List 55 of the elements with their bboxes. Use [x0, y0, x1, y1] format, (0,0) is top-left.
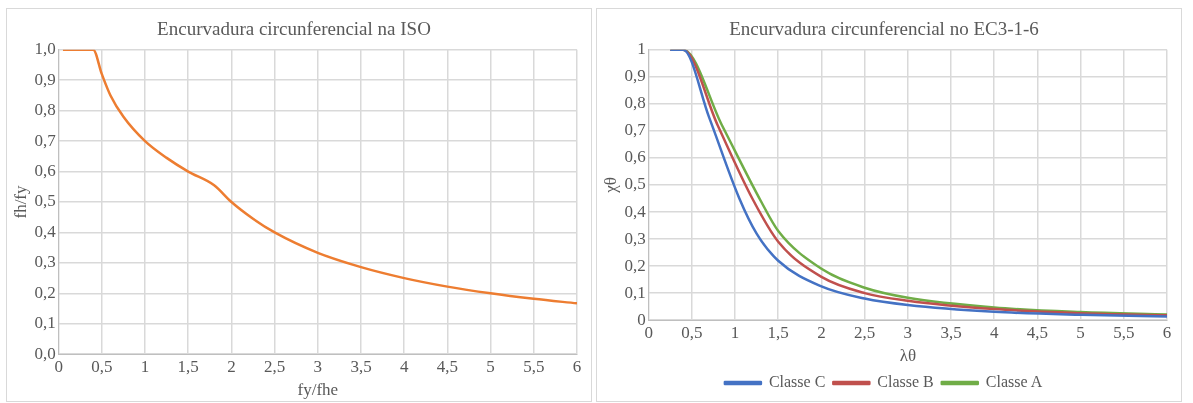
y-tick-label: 0,9 [624, 66, 646, 86]
x-tick-label: 4 [399, 356, 409, 376]
y-tick-label: 0,1 [624, 282, 646, 302]
y-tick-label: 0,6 [624, 147, 646, 167]
x-tick-label: 5,5 [1113, 322, 1135, 342]
x-tick-label: 4,5 [1026, 322, 1049, 342]
x-axis-title: λθ [899, 346, 917, 366]
x-axis-title: fy/fhe [297, 380, 339, 400]
y-tick-label: 1 [637, 39, 646, 59]
x-tick-label: 1 [730, 322, 740, 342]
x-tick-label: 4 [989, 322, 999, 342]
x-tick-label: 0,5 [91, 356, 113, 376]
legend-label: Classe B [877, 373, 934, 391]
y-tick-label: 0,5 [34, 191, 56, 211]
y-axis-title: χθ [600, 177, 620, 194]
y-tick-label: 0,8 [34, 100, 56, 120]
y-tick-label: 0,7 [34, 130, 57, 150]
x-tick-label: 3,5 [940, 322, 962, 342]
y-tick-label: 0,2 [34, 282, 56, 302]
y-tick-label: 0,3 [624, 228, 646, 248]
y-tick-label: 1,0 [34, 39, 56, 59]
x-tick-label: 4,5 [436, 356, 459, 376]
y-axis-title: fh/fy [10, 184, 30, 219]
x-tick-label: 5 [486, 356, 495, 376]
chart-title: Encurvadura circunferencial na ISO [157, 18, 431, 40]
y-tick-label: 0,6 [34, 161, 56, 181]
y-tick-label: 0,4 [34, 221, 57, 241]
y-tick-label: 0,0 [34, 343, 56, 363]
y-tick-label: 0 [637, 309, 646, 329]
y-tick-label: 0,1 [34, 313, 56, 333]
x-tick-label: 2 [227, 356, 236, 376]
legend-label: Classe A [985, 373, 1043, 391]
y-tick-label: 0,9 [34, 69, 56, 89]
x-tick-label: 6 [1162, 322, 1172, 342]
y-tick-label: 0,3 [34, 252, 56, 272]
legend-label: Classe C [768, 373, 826, 391]
y-tick-label: 0,8 [624, 93, 646, 113]
x-tick-label: 1,5 [767, 322, 789, 342]
x-tick-label: 3 [313, 356, 323, 376]
x-tick-label: 3,5 [350, 356, 372, 376]
x-tick-label: 5 [1076, 322, 1085, 342]
x-tick-label: 2,5 [854, 322, 876, 342]
y-tick-label: 0,7 [624, 120, 647, 140]
x-tick-label: 0,5 [681, 322, 703, 342]
y-tick-label: 0,2 [624, 255, 646, 275]
x-tick-label: 1 [140, 356, 150, 376]
x-tick-label: 3 [903, 322, 913, 342]
chart-title: Encurvadura circunferencial no EC3-1-6 [729, 18, 1039, 40]
y-tick-label: 0,5 [624, 174, 646, 194]
x-tick-label: 2,5 [264, 356, 286, 376]
x-tick-label: 2 [817, 322, 826, 342]
x-tick-label: 6 [572, 356, 582, 376]
y-tick-label: 0,4 [624, 201, 647, 221]
x-tick-label: 5,5 [523, 356, 545, 376]
x-tick-label: 1,5 [177, 356, 199, 376]
